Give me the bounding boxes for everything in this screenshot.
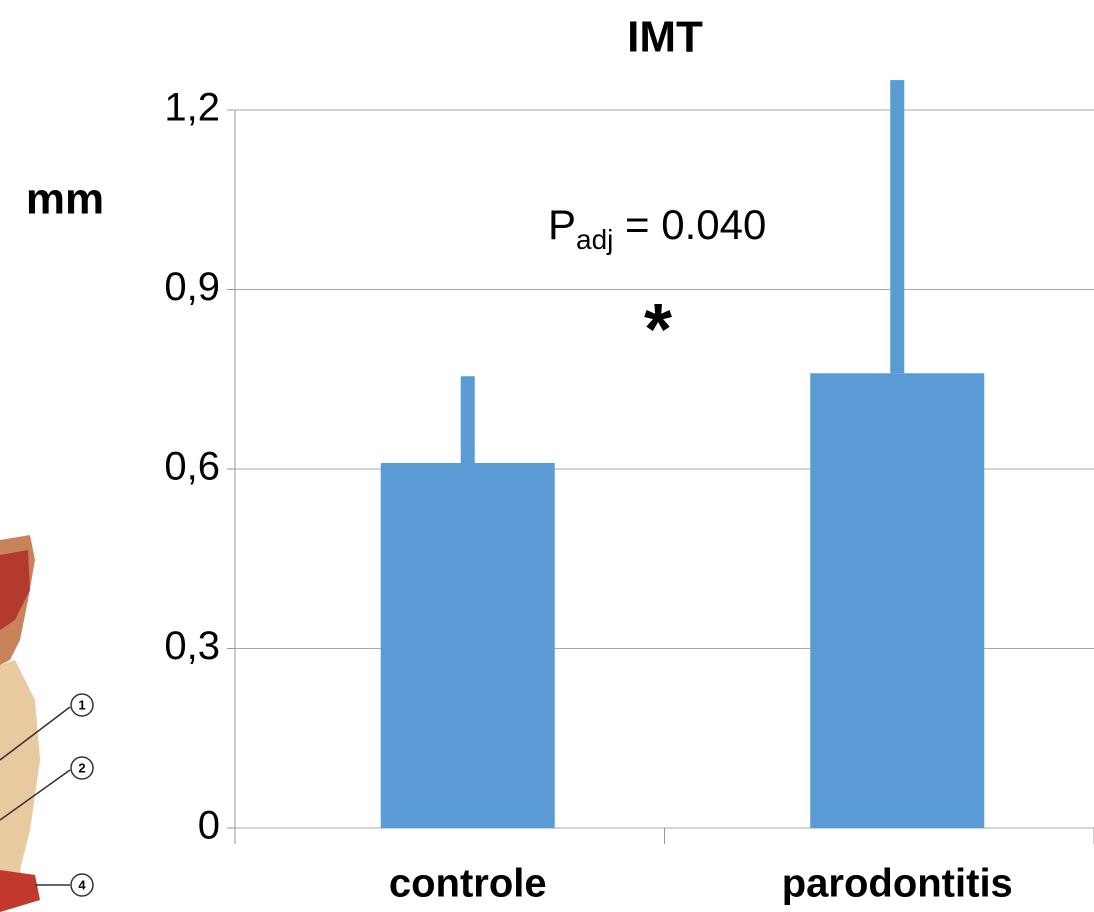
annotation-text: P bbox=[548, 201, 576, 248]
inset-label: 1 bbox=[78, 697, 85, 712]
y-tick-label: 0 bbox=[198, 804, 220, 848]
chart-title: IMT bbox=[627, 13, 703, 62]
bar bbox=[810, 373, 985, 828]
error-bar bbox=[460, 376, 475, 464]
y-tick-label: 1,2 bbox=[164, 86, 220, 130]
x-tick-label: controle bbox=[389, 862, 547, 906]
x-tick-label: parodontitis bbox=[782, 862, 1013, 906]
y-tick-label: 0,6 bbox=[164, 445, 220, 489]
error-bar bbox=[890, 80, 905, 374]
y-tick-label: 0,3 bbox=[164, 624, 220, 668]
y-tick-label: 0,9 bbox=[164, 265, 220, 309]
annotation: Padj = 0.040 bbox=[548, 201, 766, 255]
y-axis-label: mm bbox=[26, 175, 104, 224]
inset-illustration bbox=[0, 535, 94, 912]
annotation-rest: = 0.040 bbox=[613, 201, 766, 248]
annotation-subscript: adj bbox=[576, 224, 613, 255]
bar bbox=[380, 463, 555, 828]
inset-label: 2 bbox=[78, 760, 85, 775]
inset-label: 4 bbox=[78, 877, 86, 892]
significance-marker: * bbox=[644, 290, 672, 370]
